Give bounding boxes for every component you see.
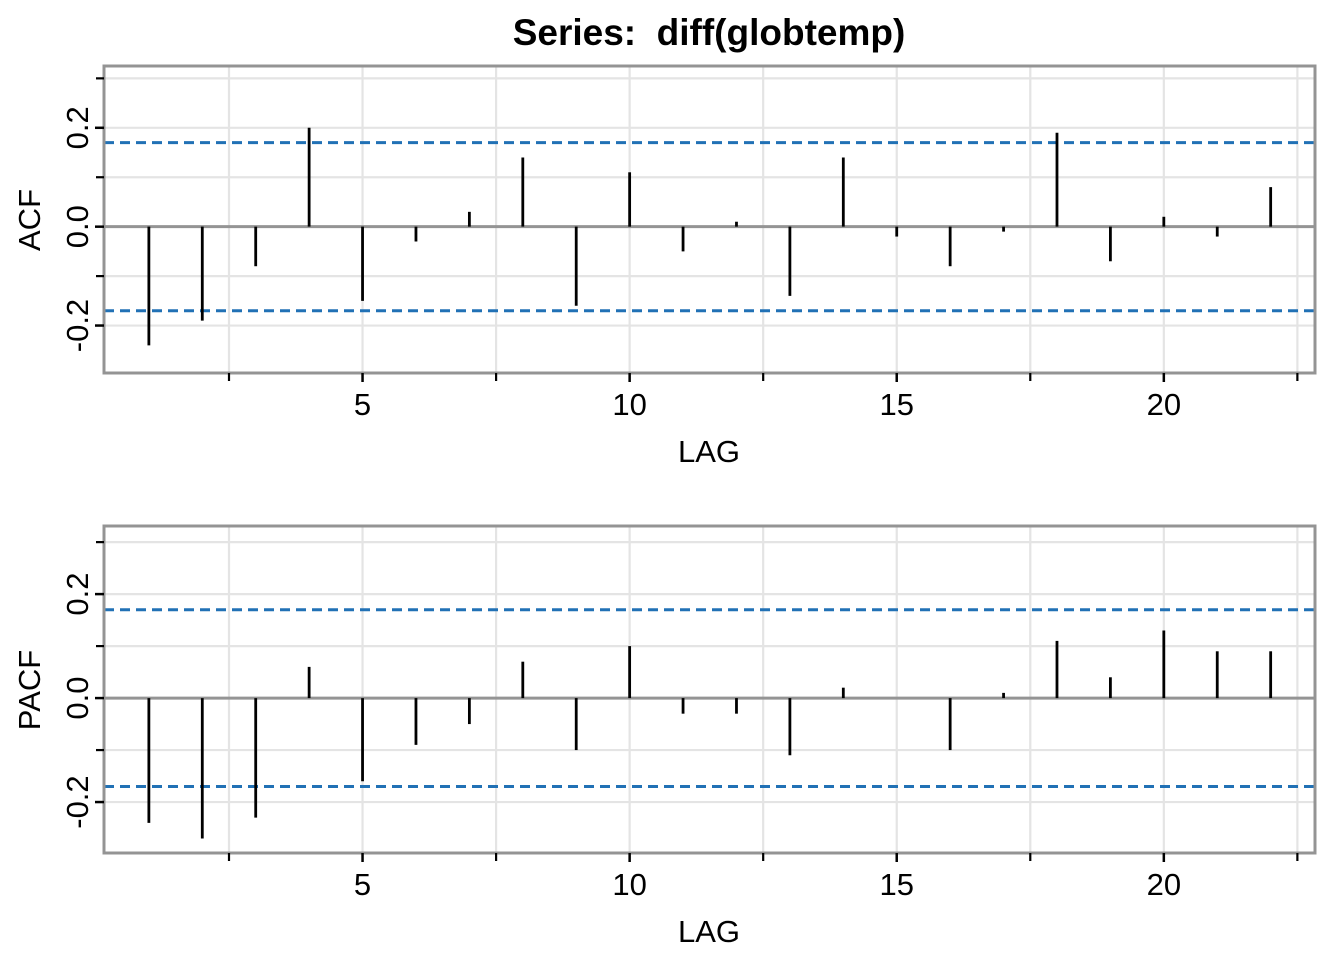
acf-panel: 5 10 15 20 0.2 0.0 -0.2 (60, 64, 1317, 422)
x-tick-label: 15 (879, 387, 913, 422)
pacf-x-axis-label: LAG (678, 914, 740, 949)
acf-y-axis-label: ACF (12, 189, 47, 251)
x-tick-label: 10 (612, 867, 646, 902)
y-tick-label: 0.0 (60, 205, 95, 248)
y-tick-label: -0.2 (60, 299, 95, 352)
y-tick-label: -0.2 (60, 775, 95, 828)
x-tick-label: 20 (1147, 867, 1181, 902)
y-tick-label: 0.2 (60, 106, 95, 149)
y-tick-label: 0.2 (60, 573, 95, 616)
chart-panels: 5 10 15 20 0.2 0.0 -0.2 5 10 15 20 0.2 0.0 -0.2 (60, 64, 1317, 902)
x-tick-label: 20 (1147, 387, 1181, 422)
y-tick-label: 0.0 (60, 677, 95, 720)
pacf-y-axis-label: PACF (12, 650, 47, 730)
x-tick-label: 15 (879, 867, 913, 902)
x-tick-label: 5 (354, 867, 371, 902)
acf-x-axis-label: LAG (678, 434, 740, 469)
panel-border (102, 524, 1317, 855)
x-tick-label: 5 (354, 387, 371, 422)
x-tick-label: 10 (612, 387, 646, 422)
panel-border (102, 64, 1317, 375)
pacf-panel: 5 10 15 20 0.2 0.0 -0.2 (60, 524, 1317, 902)
figure-title: Series: diff(globtemp) (513, 12, 906, 53)
